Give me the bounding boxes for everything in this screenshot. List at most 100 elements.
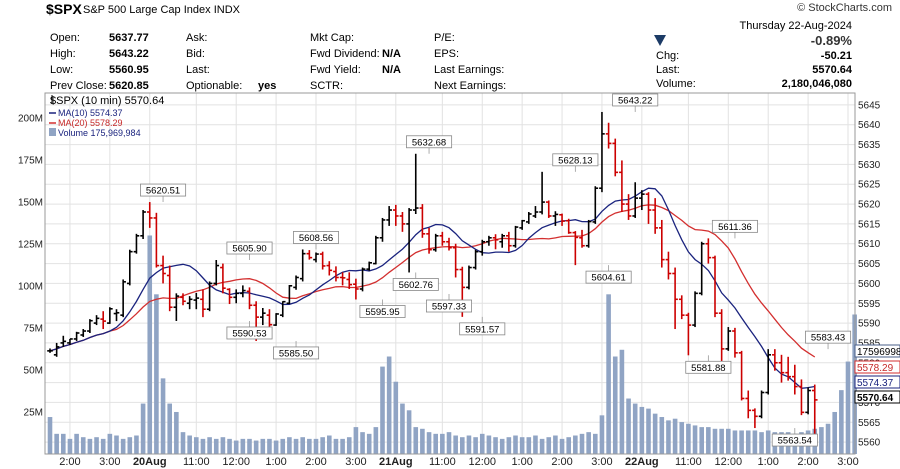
volume-bar	[546, 437, 552, 454]
volume-bar	[825, 423, 831, 454]
price-annotation: 5597.33	[425, 294, 472, 313]
legend-main: $SPX (10 min) 5570.64	[50, 95, 164, 107]
volume-tick-label: 150M	[18, 197, 43, 208]
annotation-box	[585, 270, 632, 284]
price-tick-label: 5565	[858, 418, 881, 429]
last-label: Last:	[656, 64, 680, 76]
volume-bar	[526, 437, 532, 454]
volume-bar	[300, 437, 305, 454]
volume-bar	[426, 432, 432, 454]
annotation-box	[273, 346, 320, 360]
ohlc-bar	[113, 309, 120, 322]
index-name: S&P 500 Large Cap Index INDX	[83, 4, 240, 16]
volume-bar	[652, 413, 658, 454]
volume-bar	[440, 433, 445, 454]
last-label-info: Last:	[186, 64, 210, 76]
ohlc-bar	[472, 249, 479, 270]
ohlc-bar	[60, 335, 67, 347]
volume-bar	[453, 435, 458, 454]
annotation-label: 5602.76	[399, 280, 433, 291]
volume-bar	[739, 430, 744, 454]
ohlc-bar	[665, 251, 672, 280]
annotation-label: 5595.95	[365, 307, 399, 318]
volume-bar	[586, 432, 591, 454]
price-annotation: 5628.13	[552, 153, 599, 172]
volume-bar	[639, 406, 645, 454]
ohlc-bar	[379, 217, 386, 242]
volume-bar	[420, 428, 425, 454]
annotation-box	[685, 360, 732, 374]
ohlc-bar	[532, 206, 539, 218]
last-quote-panel: Thursday 22-Aug-2024 -0.89% Chg: -50.21 L…	[652, 20, 852, 92]
ohlc-bar	[87, 319, 93, 334]
time-tick-label: 11:00	[675, 456, 702, 468]
ohlc-bar	[452, 243, 459, 278]
volume-bar	[466, 435, 472, 454]
volume-bar	[213, 438, 219, 454]
annotation-label: 5643.22	[618, 95, 652, 106]
ohlc-bar	[479, 239, 486, 256]
time-tick-label: 12:00	[715, 456, 743, 468]
volume-bar	[759, 432, 764, 454]
sctr-label: SCTR:	[310, 80, 343, 92]
time-tick-label: 1:00	[265, 456, 286, 468]
annotation-label: 5581.88	[691, 363, 725, 374]
ohlc-bar	[353, 278, 359, 300]
volume-bar	[406, 410, 412, 454]
volume-bar	[167, 403, 172, 454]
ohlc-bar	[545, 200, 552, 218]
ohlc-bar	[792, 364, 798, 395]
ohlc-bar	[140, 210, 146, 239]
ohlc-bar	[313, 252, 319, 263]
ticker-symbol[interactable]: $SPX	[46, 1, 82, 17]
volume-bar	[293, 438, 299, 454]
price-tick-label: 5645	[858, 100, 881, 111]
volume-bar	[47, 417, 53, 454]
volume-bar	[632, 403, 638, 454]
price-annotation: 5604.61	[585, 265, 632, 284]
ohlc-bar	[160, 255, 166, 284]
volume-bar	[519, 437, 525, 454]
volume-bar	[280, 438, 286, 454]
annotation-label: 5590.53	[232, 328, 266, 339]
ohlc-bar	[486, 235, 492, 246]
time-tick-label: 3:00	[345, 456, 366, 468]
ohlc-bar	[120, 279, 126, 318]
time-tick-label: 20Aug	[133, 456, 167, 468]
volume-bar	[493, 437, 498, 454]
prevclose-value: 5620.85	[109, 80, 149, 92]
price-tick-label: 5585	[858, 338, 881, 349]
ohlc-bar	[506, 231, 512, 252]
ohlc-bar	[226, 288, 233, 305]
price-annotation: 5595.95	[359, 299, 406, 318]
ohlc-bar	[625, 194, 632, 220]
volume-bar	[839, 390, 844, 454]
volume-bar	[745, 430, 751, 454]
ohlc-bar	[559, 213, 565, 226]
ohlc-bar	[645, 192, 652, 224]
volume-bar	[320, 437, 325, 454]
volume-bar	[227, 438, 232, 454]
ohlc-bar	[619, 160, 625, 213]
ohlc-bar	[233, 289, 239, 304]
volume-bar	[819, 427, 824, 454]
annotation-box	[771, 433, 818, 447]
annotation-box	[392, 278, 439, 291]
ohlc-bar	[579, 229, 585, 248]
price-annotation: 5581.88	[685, 355, 732, 374]
value-tag-label: 5574.37	[857, 378, 894, 389]
price-tick-label: 5625	[858, 180, 881, 191]
ohlc-bar	[466, 265, 472, 290]
volume-bar	[240, 438, 246, 454]
volume-bar	[373, 427, 379, 454]
volume-bar	[114, 435, 119, 454]
volume-bar	[313, 438, 319, 454]
ohlc-bar	[539, 171, 545, 215]
ohlc-bar	[685, 312, 692, 356]
volume-bar	[393, 381, 399, 454]
optionable-value: yes	[258, 80, 277, 92]
volume-bar	[287, 437, 292, 454]
ohlc-bar	[599, 111, 605, 193]
volume-bar	[260, 438, 266, 454]
